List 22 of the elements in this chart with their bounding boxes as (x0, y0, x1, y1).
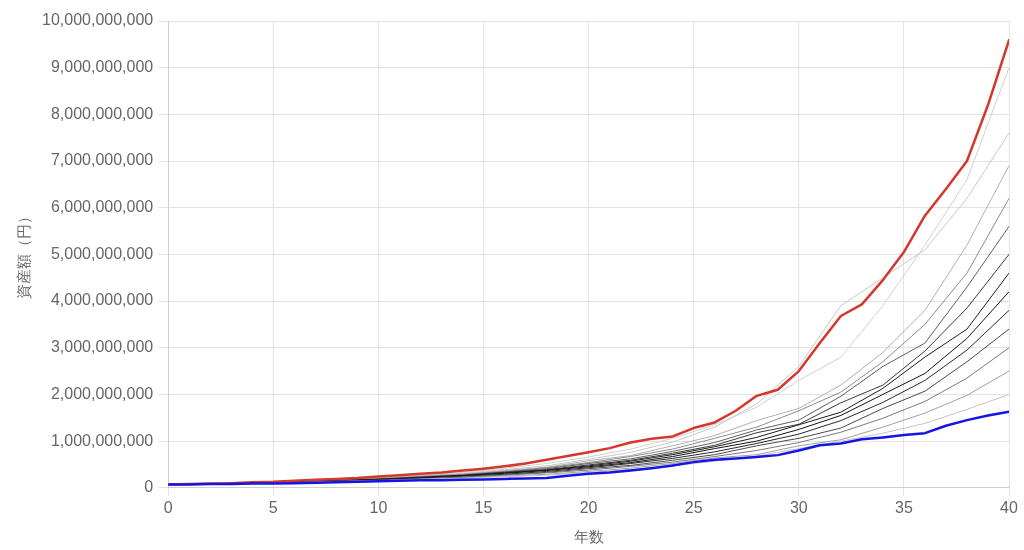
y-tick-label: 6,000,000,000 (50, 198, 154, 216)
x-tick-label: 20 (579, 498, 598, 516)
x-tick-label: 5 (268, 498, 278, 516)
x-tick-label: 35 (895, 498, 913, 516)
y-tick-label: 7,000,000,000 (50, 151, 154, 169)
y-tick-label: 9,000,000,000 (50, 58, 154, 76)
x-tick-label: 40 (1000, 498, 1018, 516)
y-axis-title: 資産額（円） (15, 209, 33, 300)
x-tick-label: 10 (369, 498, 388, 516)
x-tick-label: 25 (684, 498, 703, 516)
y-tick-label: 5,000,000,000 (50, 244, 154, 262)
x-axis-title: 年数 (573, 528, 604, 546)
y-tick-label: 8,000,000,000 (50, 104, 154, 122)
y-tick-label: 1,000,000,000 (50, 431, 154, 449)
y-tick-label: 10,000,000,000 (42, 11, 154, 29)
x-tick-label: 0 (163, 498, 173, 516)
y-tick-label: 3,000,000,000 (50, 338, 154, 356)
x-tick-label: 30 (789, 498, 808, 516)
y-tick-label: 4,000,000,000 (50, 291, 154, 309)
x-tick-label: 15 (474, 498, 493, 516)
y-tick-label: 0 (144, 478, 154, 496)
y-tick-label: 2,000,000,000 (50, 384, 154, 402)
